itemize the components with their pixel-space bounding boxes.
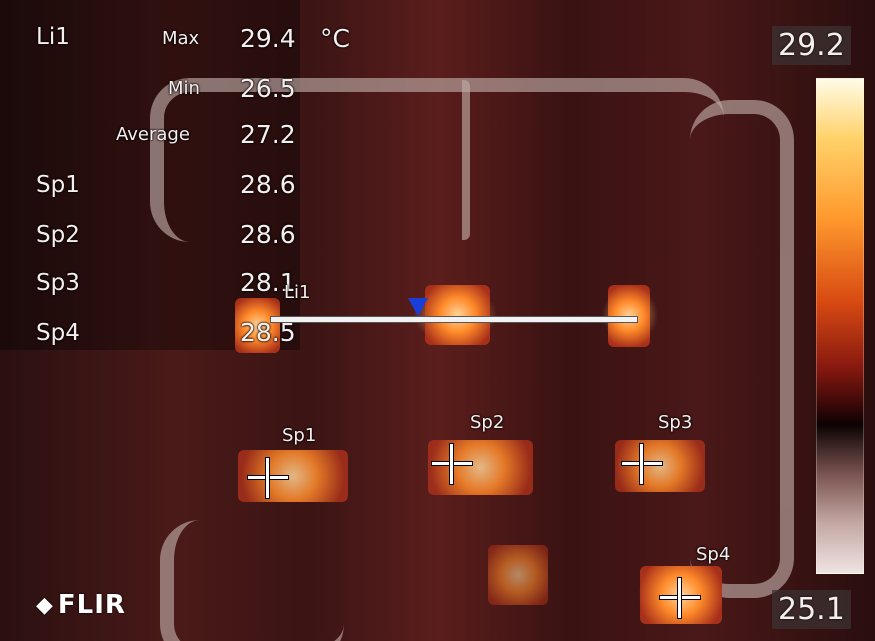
cable-vertical-mid — [452, 80, 470, 240]
spot-sp1-label: Sp1 — [282, 425, 317, 446]
sp2-reading-label: Sp2 — [36, 222, 80, 248]
terminal-bottom-center — [488, 545, 548, 605]
sp3-reading-value: 28.1 — [240, 268, 296, 297]
spot-sp4-crosshair-icon[interactable] — [660, 578, 700, 618]
max-label: Max — [162, 28, 200, 49]
spot-sp3-label: Sp3 — [658, 412, 693, 433]
cable-top — [150, 78, 724, 242]
line-measurement-tool[interactable] — [270, 316, 638, 323]
line-max-marker-icon — [408, 298, 428, 316]
sp1-reading-label: Sp1 — [36, 172, 80, 198]
spot-sp4-label: Sp4 — [696, 544, 731, 565]
sp4-reading-value: 28.5 — [240, 318, 296, 347]
line-name: Li1 — [36, 24, 70, 50]
flir-logo: ◆ FLIR — [36, 590, 126, 620]
logo-text: FLIR — [57, 590, 126, 620]
sp3-reading-label: Sp3 — [36, 270, 80, 296]
min-label: Min — [168, 78, 200, 99]
color-scale-bar — [816, 78, 864, 574]
spot-sp3-crosshair-icon[interactable] — [622, 444, 662, 484]
avg-label: Average — [116, 124, 190, 145]
terminal-sp3 — [615, 440, 705, 492]
line-label: Li1 — [284, 282, 311, 303]
cable-right — [690, 100, 794, 598]
flir-diamond-icon: ◆ — [36, 593, 54, 618]
scale-max-value: 29.2 — [772, 26, 851, 65]
min-value: 26.5 — [240, 74, 296, 103]
hot-spot-left — [235, 298, 280, 353]
spot-sp2-crosshair-icon[interactable] — [432, 444, 472, 484]
unit-label: °C — [320, 24, 350, 53]
cable-bottom-left — [160, 520, 344, 641]
spot-sp1-crosshair-icon[interactable] — [248, 458, 288, 498]
terminal-sp2 — [428, 440, 533, 495]
terminal-sp4 — [640, 566, 722, 624]
hot-spot-center — [425, 285, 490, 345]
scale-min-value: 25.1 — [772, 590, 851, 629]
spot-sp2-label: Sp2 — [470, 412, 505, 433]
sp1-reading-value: 28.6 — [240, 170, 296, 199]
max-value: 29.4 — [240, 24, 296, 53]
sp4-reading-label: Sp4 — [36, 320, 80, 346]
avg-value: 27.2 — [240, 120, 296, 149]
sp2-reading-value: 28.6 — [240, 220, 296, 249]
